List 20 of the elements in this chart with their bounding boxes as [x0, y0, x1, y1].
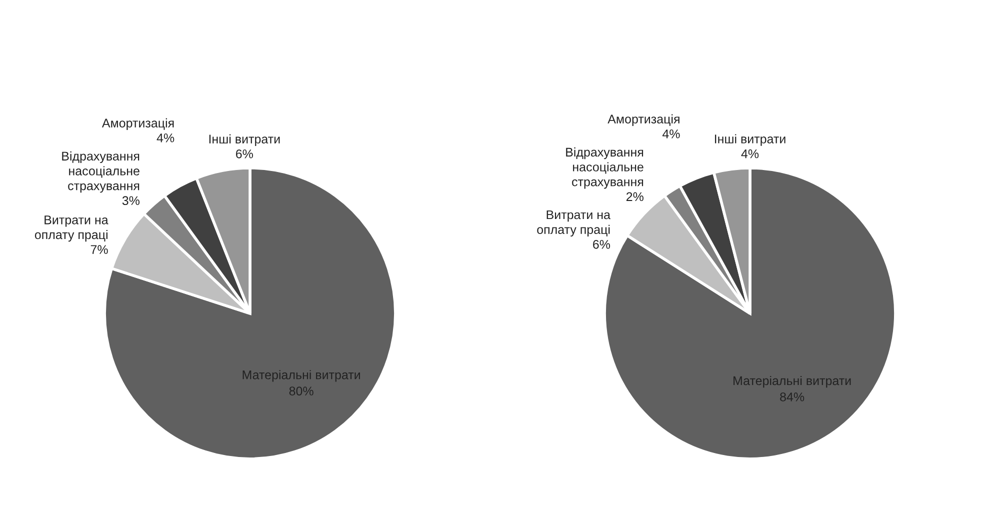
slice-label: Матеріальні витрати [734, 376, 851, 388]
slice-label: Інші витрати [209, 134, 280, 146]
slice-label: Відрахування насоціальне страхування [62, 151, 140, 193]
data-label: 84% [780, 392, 804, 402]
slice-label: Матеріальні витрати [242, 370, 360, 382]
data-label: 4% [156, 134, 174, 142]
data-label: 80% [289, 386, 314, 396]
slice-label: Витрати на оплату праці [34, 216, 108, 242]
data-label: 4% [662, 130, 680, 138]
slice-label: Відрахування насоціальне страхування [566, 147, 644, 189]
slice-label: Витрати на оплату праці [537, 210, 610, 236]
data-label: 2% [626, 192, 644, 202]
data-label: 3% [122, 196, 140, 206]
data-label: 7% [90, 245, 108, 254]
data-label: 6% [236, 149, 253, 158]
slice-label: Амортизація [608, 114, 680, 126]
slice-label: Інші витрати [714, 134, 786, 146]
data-label: 4% [741, 149, 759, 158]
slice-label: Амортизація [102, 118, 174, 130]
data-label: 6% [593, 240, 610, 249]
